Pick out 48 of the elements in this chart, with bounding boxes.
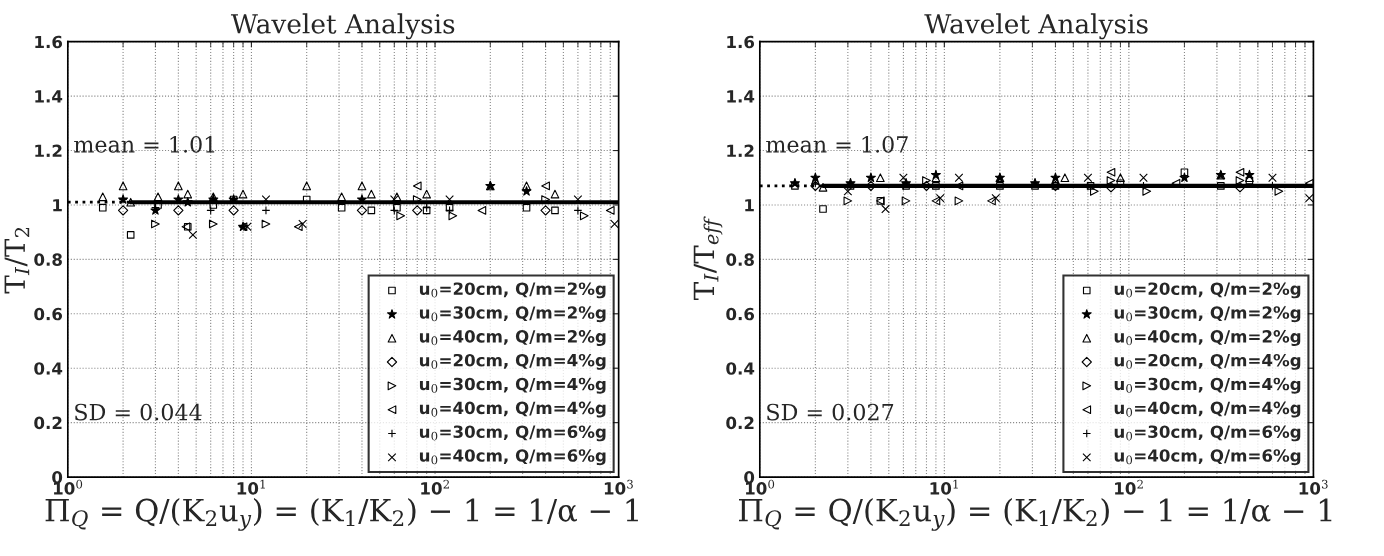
x-tick-label: 10$^{3}$ <box>604 479 633 495</box>
legend-label: u$_{0}$=20cm, Q/m=4%g <box>1114 353 1301 370</box>
annotation: SD = 0.027 <box>767 403 894 421</box>
y-axis-title: T$_{I}$/T$_{eff}$ <box>693 216 723 301</box>
legend-label: u$_{0}$=40cm, Q/m=2%g <box>419 330 606 347</box>
legend-label: u$_{0}$=30cm, Q/m=6%g <box>419 425 606 442</box>
x-tick-label: 10$^{1}$ <box>930 479 958 495</box>
legend-label: u$_{0}$=30cm, Q/m=6%g <box>1114 425 1301 442</box>
legend-label: u$_{0}$=30cm, Q/m=4%g <box>419 377 606 394</box>
y-tick-label: 0.4 <box>726 362 755 375</box>
legend-label: u$_{0}$=40cm, Q/m=6%g <box>419 449 606 466</box>
y-tick-label: 0.6 <box>726 307 755 321</box>
text: Π$_{Q}$ = Q/(K$_{2}$u$_{y}$) = (K$_{1}$/K$_{2}$) − 1 = 1/α − 1 <box>739 498 1332 531</box>
chart-title: Wavelet Analysis <box>924 13 1148 40</box>
y-tick-label: 1.2 <box>727 144 754 157</box>
legend-label: u$_{0}$=20cm, Q/m=2%g <box>419 282 606 299</box>
y-tick-label: 0.6 <box>34 307 63 321</box>
chart-title: Wavelet Analysis <box>230 13 455 40</box>
y-tick-label: 0.8 <box>726 253 754 266</box>
y-axis-title: T$_{I}$/T$_{2}$ <box>4 227 30 294</box>
y-tick-label: 1 <box>745 199 754 212</box>
y-tick-label: 1.4 <box>35 90 63 103</box>
y-tick-label: 0.2 <box>726 416 754 430</box>
annotation: SD = 0.044 <box>75 403 202 421</box>
y-tick-label: 1 <box>53 199 62 212</box>
legend-label: u$_{0}$=30cm, Q/m=4%g <box>1114 377 1301 394</box>
legend-label: u$_{0}$=20cm, Q/m=4%g <box>419 353 606 370</box>
legend-label: u$_{0}$=40cm, Q/m=6%g <box>1114 449 1301 466</box>
legend-label: u$_{0}$=30cm, Q/m=2%g <box>419 306 606 323</box>
annotation: mean = 1.01 <box>74 135 215 153</box>
y-tick-label: 1.2 <box>35 144 62 157</box>
legend-label: u$_{0}$=30cm, Q/m=2%g <box>1114 306 1301 323</box>
legend-label: u$_{0}$=40cm, Q/m=4%g <box>419 401 606 418</box>
x-tick-label: 10$^{2}$ <box>1115 479 1143 495</box>
y-tick-label: 0.4 <box>34 362 63 375</box>
x-tick-label: 10$^{3}$ <box>1299 479 1328 495</box>
annotation: mean = 1.07 <box>766 135 908 153</box>
x-tick-label: 10$^{2}$ <box>421 479 449 495</box>
x-tick-label: 10$^{1}$ <box>237 479 265 495</box>
legend-label: u$_{0}$=20cm, Q/m=2%g <box>1114 282 1301 299</box>
y-tick-label: 0.8 <box>34 253 62 266</box>
legend-label: u$_{0}$=40cm, Q/m=4%g <box>1114 401 1301 418</box>
legend-label: u$_{0}$=40cm, Q/m=2%g <box>1114 330 1301 347</box>
y-tick-label: 1.4 <box>727 90 755 103</box>
y-tick-label: 1.6 <box>35 35 63 49</box>
y-tick-label: 0.2 <box>34 416 62 430</box>
text: Π$_{Q}$ = Q/(K$_{2}$u$_{y}$) = (K$_{1}$/K$_{2}$) − 1 = 1/α − 1 <box>45 498 638 531</box>
y-tick-label: 1.6 <box>727 35 755 49</box>
